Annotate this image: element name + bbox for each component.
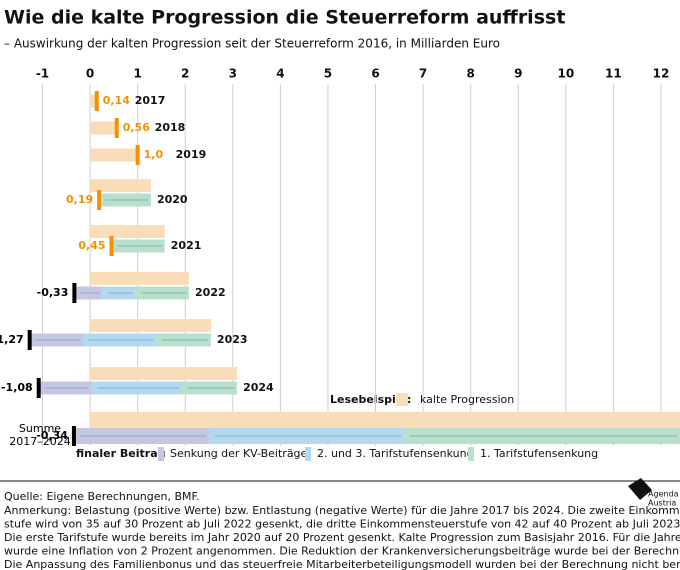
note: stufe wird von 35 auf 30 Prozent ab Juli…	[4, 518, 680, 531]
x-tick-label: 11	[605, 67, 622, 81]
note: Anmerkung: Belastung (positive Werte) bz…	[4, 504, 680, 517]
legend-label: Senkung der KV-Beiträge	[170, 447, 308, 460]
data-label: 0,14	[103, 94, 130, 107]
bar	[90, 94, 97, 108]
logo-text: Agenda	[648, 490, 679, 499]
data-label: 0,19	[66, 193, 93, 206]
x-tick-label: 4	[276, 67, 284, 81]
data-label: 0,45	[78, 239, 105, 252]
note: wurde eine Inflation von 2 Prozent angen…	[4, 545, 680, 558]
category-label: 2018	[155, 121, 186, 134]
x-tick-label: 10	[557, 67, 574, 81]
legend-label: kalte Progression	[420, 393, 514, 406]
source: Quelle: Eigene Berechnungen, BMF.	[4, 490, 200, 503]
bar	[90, 225, 165, 238]
data-label: 0,56	[123, 121, 150, 134]
category-label: 2021	[171, 239, 202, 252]
x-tick-label: 9	[514, 67, 522, 81]
legend-label: finaler Beitrag	[76, 447, 166, 460]
final-marker	[135, 145, 140, 165]
note: Die Anpassung des Familienbonus und das …	[4, 558, 680, 570]
final-marker	[109, 236, 114, 256]
category-label: 2019	[176, 148, 207, 161]
x-tick-label: -1	[36, 67, 49, 81]
note: Die erste Tarifstufe wurde bereits im Ja…	[4, 531, 680, 544]
category-label: Summe 2017–2024	[9, 422, 71, 448]
category-label: 2017	[135, 94, 166, 107]
chart-subtitle: – Auswirkung der kalten Progression seit…	[4, 37, 500, 51]
data-label: -0,33	[37, 286, 69, 299]
bar	[90, 148, 138, 162]
category-label: 2020	[157, 193, 188, 206]
category-label: 2023	[217, 333, 248, 346]
x-tick-label: 3	[229, 67, 237, 81]
final-marker	[27, 330, 32, 350]
legend-swatch	[305, 447, 311, 461]
x-tick-label: 7	[419, 67, 427, 81]
final-marker	[114, 118, 119, 138]
x-tick-label: 12	[653, 67, 670, 81]
data-label: -1,08	[1, 381, 33, 394]
data-label: 1,0	[144, 148, 164, 161]
x-tick-label: 1	[133, 67, 141, 81]
final-marker	[72, 283, 77, 303]
logo-text: Austria	[648, 499, 676, 508]
bar	[90, 179, 151, 192]
legend-swatch	[396, 393, 408, 406]
legend-label: 2. und 3. Tarifstufensenkung	[317, 447, 474, 460]
bar	[90, 121, 117, 135]
chart-title: Wie die kalte Progression die Steuerrefo…	[4, 7, 565, 29]
x-tick-label: 6	[371, 67, 379, 81]
bar	[90, 412, 680, 428]
x-tick-label: 0	[86, 67, 94, 81]
final-marker	[97, 190, 102, 210]
legend-label: 1. Tarifstufensenkung	[480, 447, 598, 460]
category-label: 2022	[195, 286, 226, 299]
category-label: 2024	[243, 381, 274, 394]
data-label: -0,34	[36, 429, 68, 442]
x-tick-label: 2	[181, 67, 189, 81]
bar	[90, 367, 238, 380]
legend-swatch	[468, 447, 474, 461]
x-tick-label: 5	[324, 67, 332, 81]
legend-swatch	[158, 447, 164, 461]
bar	[90, 272, 190, 285]
bar	[90, 319, 211, 332]
final-marker	[71, 426, 76, 446]
final-marker	[36, 378, 41, 398]
x-tick-label: 8	[466, 67, 474, 81]
logo-icon	[628, 478, 652, 500]
data-label: - 1,27	[0, 333, 24, 346]
final-marker	[94, 91, 99, 111]
reading-example-label: Lesebeispiel:	[330, 393, 411, 406]
